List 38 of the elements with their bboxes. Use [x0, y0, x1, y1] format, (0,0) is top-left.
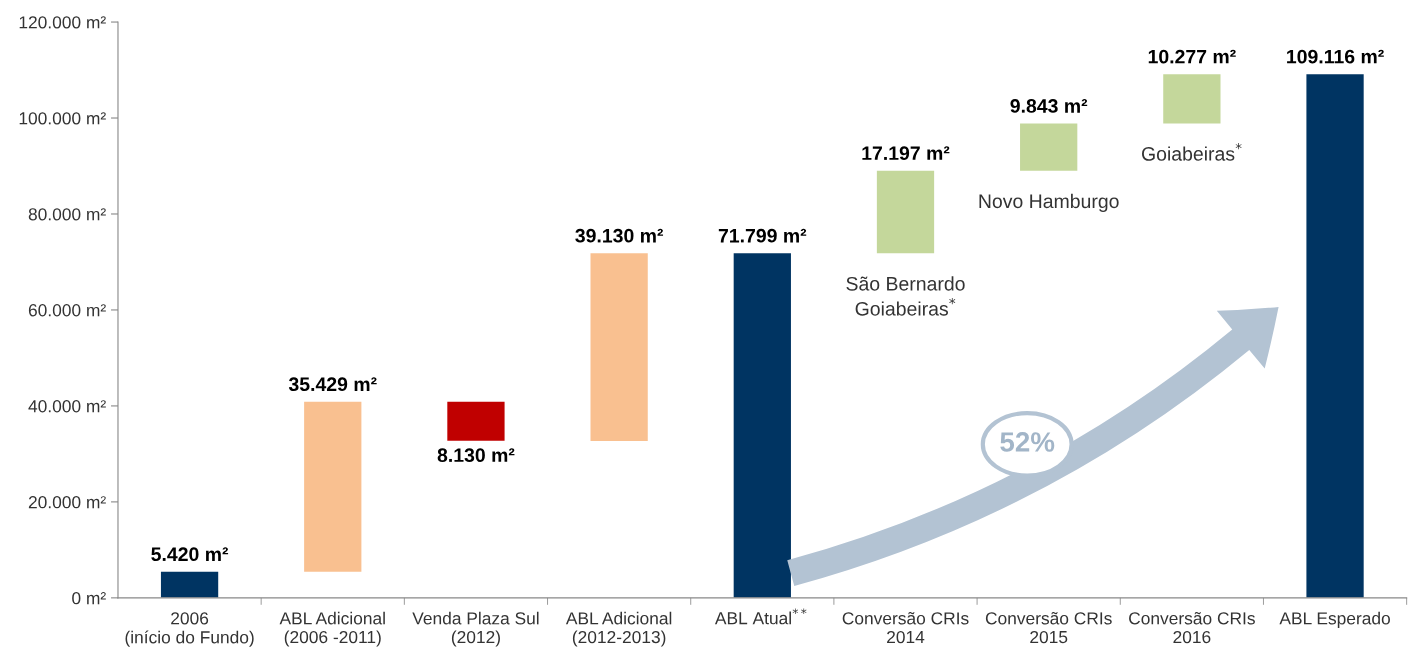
data-label: 8.130 m² — [437, 448, 515, 463]
data-label: 35.429 m² — [288, 377, 377, 392]
bar — [1020, 123, 1078, 171]
annotation: São Bernardo Goiabeiras$^{*}$ — [846, 276, 965, 316]
annotation: 52% — [1000, 432, 1055, 452]
x-tick-label: Venda Plaza Sul (2012) — [412, 611, 539, 647]
y-tick-label: 0 m² — [72, 592, 106, 605]
data-label: 71.799 m² — [718, 228, 807, 243]
data-label: 17.197 m² — [862, 146, 950, 161]
bar — [1306, 74, 1364, 598]
annotation: Goiabeiras$^{*}$ — [1142, 143, 1242, 161]
x-tick-label: ABL Esperado — [1279, 611, 1390, 628]
bar — [590, 253, 648, 442]
y-tick-label: 80.000 m² — [28, 208, 106, 221]
bar — [733, 253, 791, 598]
data-label: 109.116 m² — [1287, 49, 1384, 64]
x-tick-label: ABL Adicional (2012-2013) — [565, 611, 672, 647]
y-tick-label: 100.000 m² — [19, 112, 106, 125]
x-tick-label: 2006 (início do Fundo) — [125, 612, 254, 647]
bar — [1163, 74, 1221, 124]
y-tick-label: 60.000 m² — [28, 304, 106, 317]
y-tick-label: 40.000 m² — [28, 400, 106, 413]
bar — [160, 571, 219, 598]
x-tick-label: Conversão CRIs 2016 — [1129, 611, 1255, 644]
bar — [304, 401, 362, 572]
bar — [876, 170, 935, 254]
data-label: 5.420 m² — [151, 547, 229, 562]
y-tick-label: 20.000 m² — [28, 496, 106, 509]
x-tick-label: Conversão CRIs 2014 — [842, 611, 969, 644]
data-label: 10.277 m² — [1148, 49, 1236, 64]
annotation: Novo Hamburgo — [979, 193, 1119, 212]
x-tick-label: ABL Adicional (2006 -2011) — [279, 611, 385, 647]
data-label: 39.130 m² — [575, 228, 664, 243]
y-tick-label: 120.000 m² — [19, 16, 106, 29]
data-label: 9.843 m² — [1010, 99, 1088, 113]
bar — [447, 401, 505, 441]
x-tick-label: ABL Atual$^{**}$ — [714, 608, 807, 625]
x-tick-label: Conversão CRIs 2015 — [985, 611, 1112, 644]
